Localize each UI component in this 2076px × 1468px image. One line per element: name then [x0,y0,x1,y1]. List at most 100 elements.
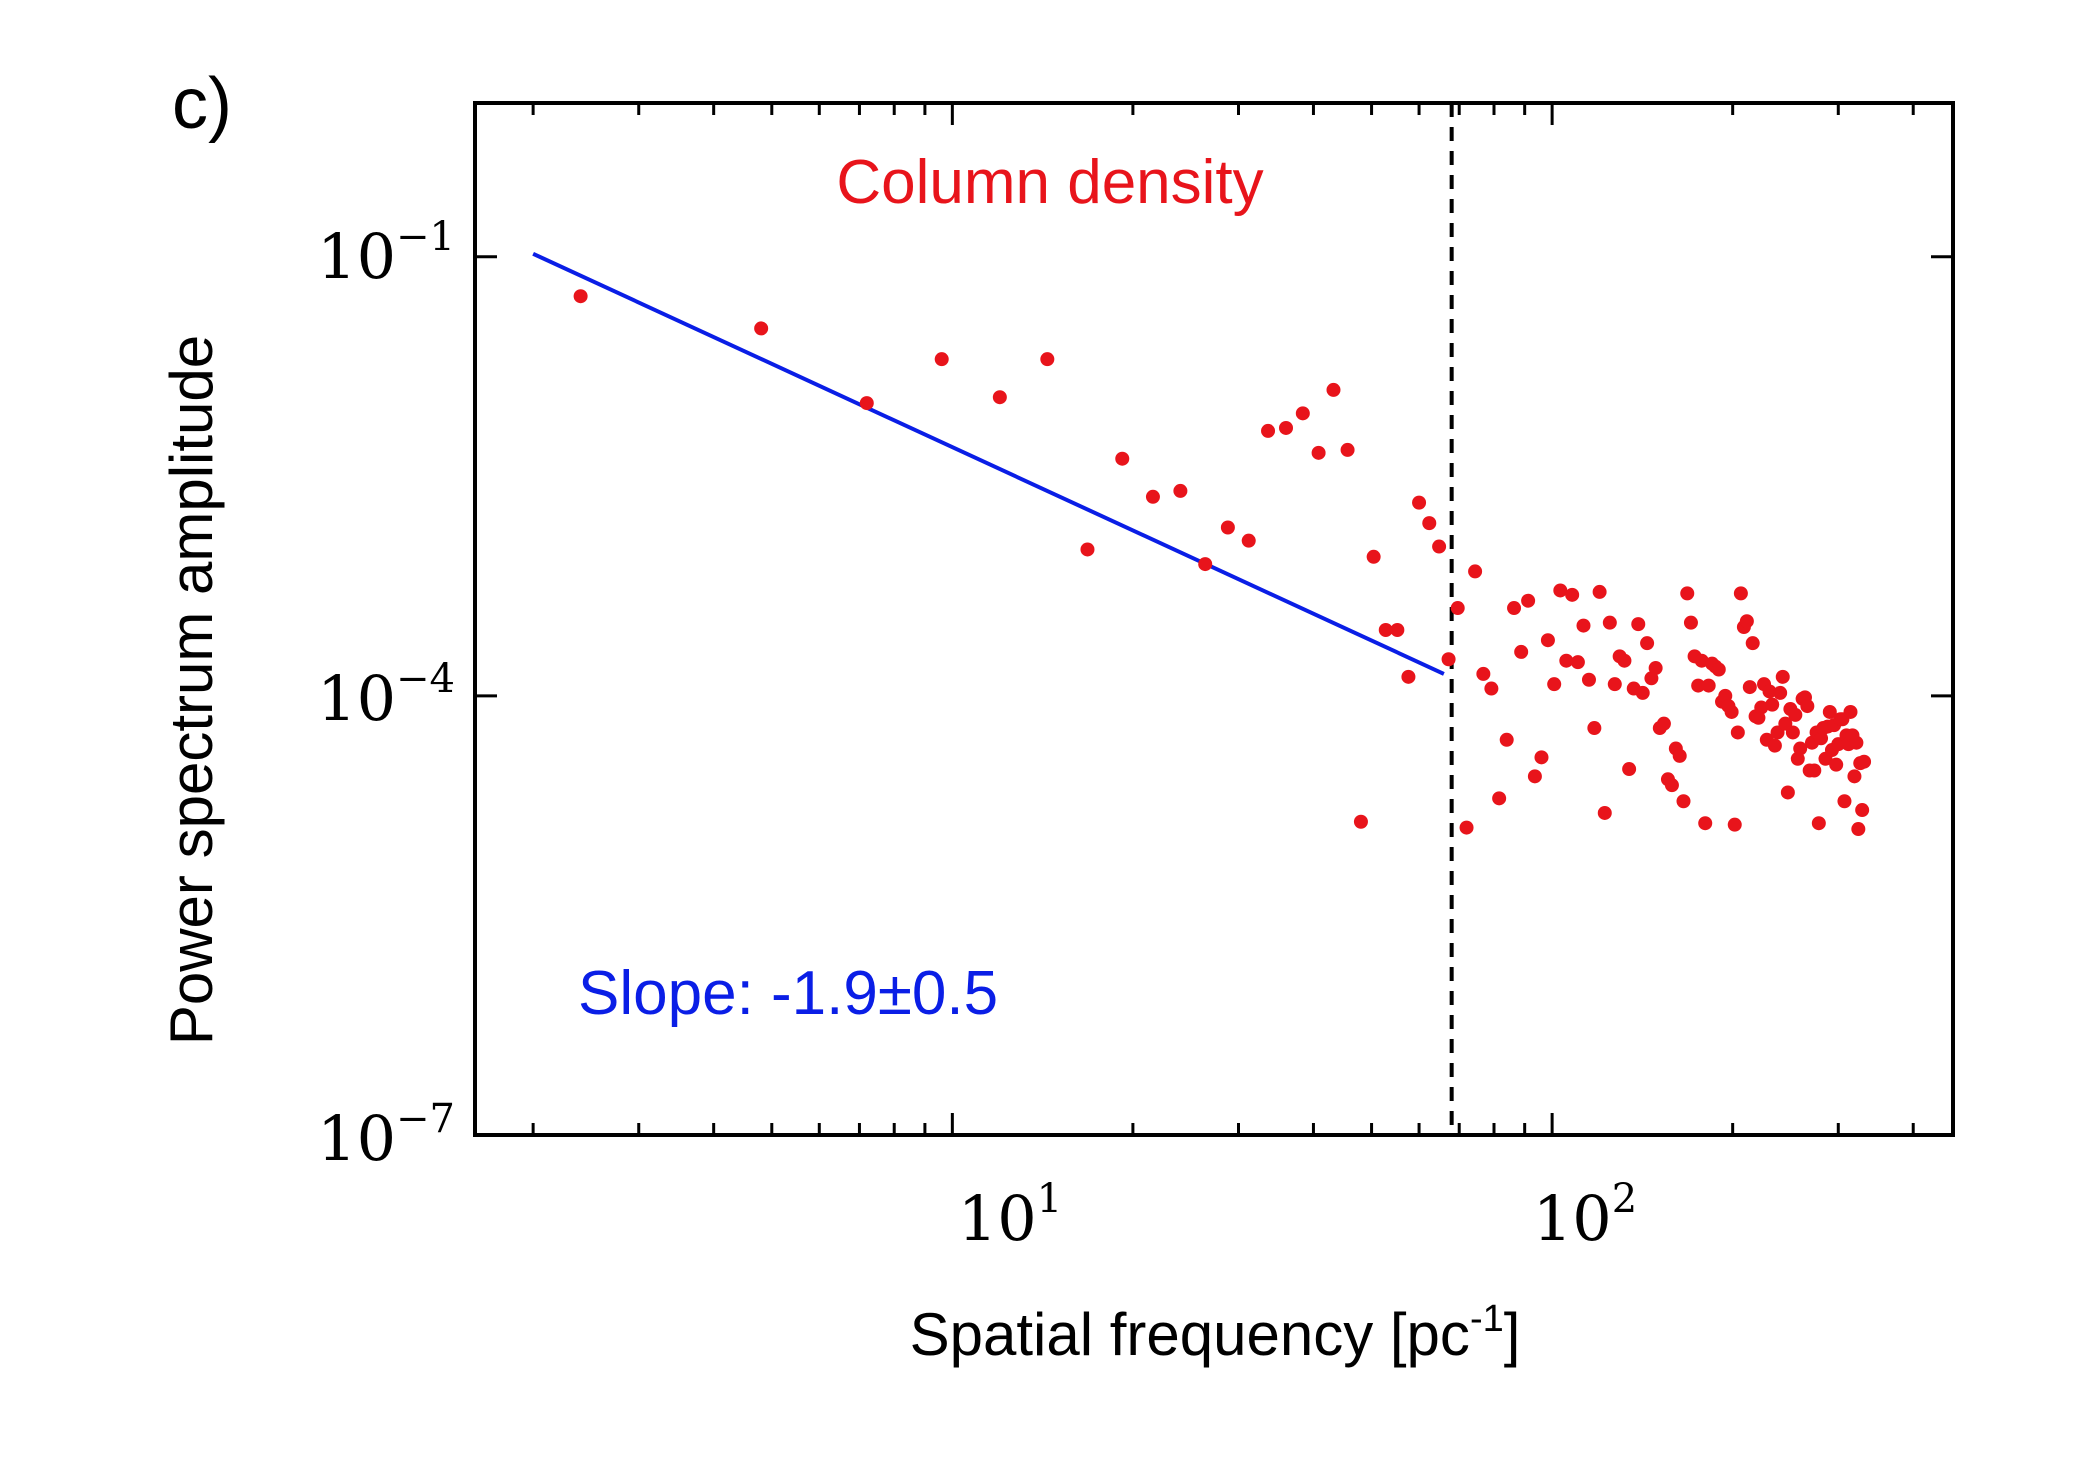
data-point [1811,816,1826,831]
data-point [1279,420,1294,435]
data-point [1701,678,1716,693]
data-point [1592,584,1607,599]
data-point [1711,662,1726,677]
data-point [1378,622,1393,637]
major-ticks [475,103,1953,1137]
power-law-fit-line [532,251,1445,676]
data-point [1640,636,1655,651]
data-point [1534,750,1549,765]
data-point [1680,586,1695,601]
data-point [1742,680,1757,695]
series-label-column-density: Column density [836,148,1263,217]
data-point [1785,725,1800,740]
data-point [1581,672,1596,687]
data-point [1857,754,1872,769]
data-point [573,289,588,304]
data-point [1631,617,1646,632]
data-point [1547,677,1562,692]
data-point [1664,778,1679,793]
data-point [1724,704,1739,719]
data-point [1570,655,1585,670]
data-point [1261,423,1276,438]
data-point [1822,704,1837,719]
data-point [1366,549,1381,564]
panel-label: c) [172,64,232,144]
data-point [1775,669,1790,684]
data-point [1780,785,1795,800]
data-point [1851,822,1866,837]
fit-slope-label: Slope: -1.9±0.5 [578,959,998,1028]
data-point [1432,539,1447,554]
data-point [1739,614,1754,629]
data-point [1829,757,1844,772]
data-points [573,289,1872,837]
data-point [1807,763,1822,778]
data-point [1676,794,1691,809]
data-point [1602,615,1617,630]
data-point [1521,593,1536,608]
data-point [1855,803,1870,818]
data-point [1831,737,1846,752]
data-point [1340,442,1355,457]
data-point [1656,716,1671,731]
data-point [1733,586,1748,601]
data-point [1468,564,1483,579]
data-point [992,390,1007,405]
data-point [1412,495,1427,510]
data-point [1727,817,1742,832]
data-point [1607,677,1622,692]
data-point [1484,681,1499,696]
data-point [1847,769,1862,784]
data-point [1849,735,1864,750]
data-point [1492,791,1507,806]
data-point [1745,636,1760,651]
data-point [1587,721,1602,736]
data-point [1672,748,1687,763]
data-point [1198,557,1213,572]
data-point [1691,678,1706,693]
data-point [1422,516,1437,531]
data-point [1800,699,1815,714]
data-point [1514,644,1529,659]
minor-ticks [531,103,1915,1135]
data-point [1788,707,1803,722]
data-point [1353,814,1368,829]
data-point [1698,816,1713,831]
x-tick-label-1e2: 102 [1533,1176,1637,1255]
data-point [1459,820,1474,835]
x-axis-label: Spatial frequency [pc-1] [910,1298,1521,1368]
data-point [1559,653,1574,668]
data-point [1145,489,1160,504]
y-tick-label-1e-4: 10−4 [317,656,455,735]
data-point [1683,615,1698,630]
data-point [1311,445,1326,460]
plot-frame [473,101,1955,1137]
data-point [1762,684,1777,699]
data-point [754,321,769,336]
data-point [1565,587,1580,602]
data-point [1617,653,1632,668]
y-tick-label-1e-1: 10−1 [317,214,455,293]
data-point [1476,666,1491,681]
x-tick-label-1e1: 101 [958,1176,1062,1255]
data-point [1540,633,1555,648]
data-point [1080,542,1095,557]
data-point [1553,583,1568,598]
data-point [1295,406,1310,421]
data-point [1576,618,1591,633]
data-point [1597,805,1612,820]
data-point [1401,669,1416,684]
data-point [1115,451,1130,466]
data-point [1441,652,1456,667]
data-point [1837,794,1852,809]
data-point [1754,700,1769,715]
data-point [1767,738,1782,753]
y-axis-label: Power spectrum amplitude [158,335,225,1045]
data-point [1730,725,1745,740]
data-point [1040,352,1055,367]
data-point [1326,382,1341,397]
data-point [1507,601,1522,616]
data-point [1635,685,1650,700]
data-point [1648,661,1663,676]
